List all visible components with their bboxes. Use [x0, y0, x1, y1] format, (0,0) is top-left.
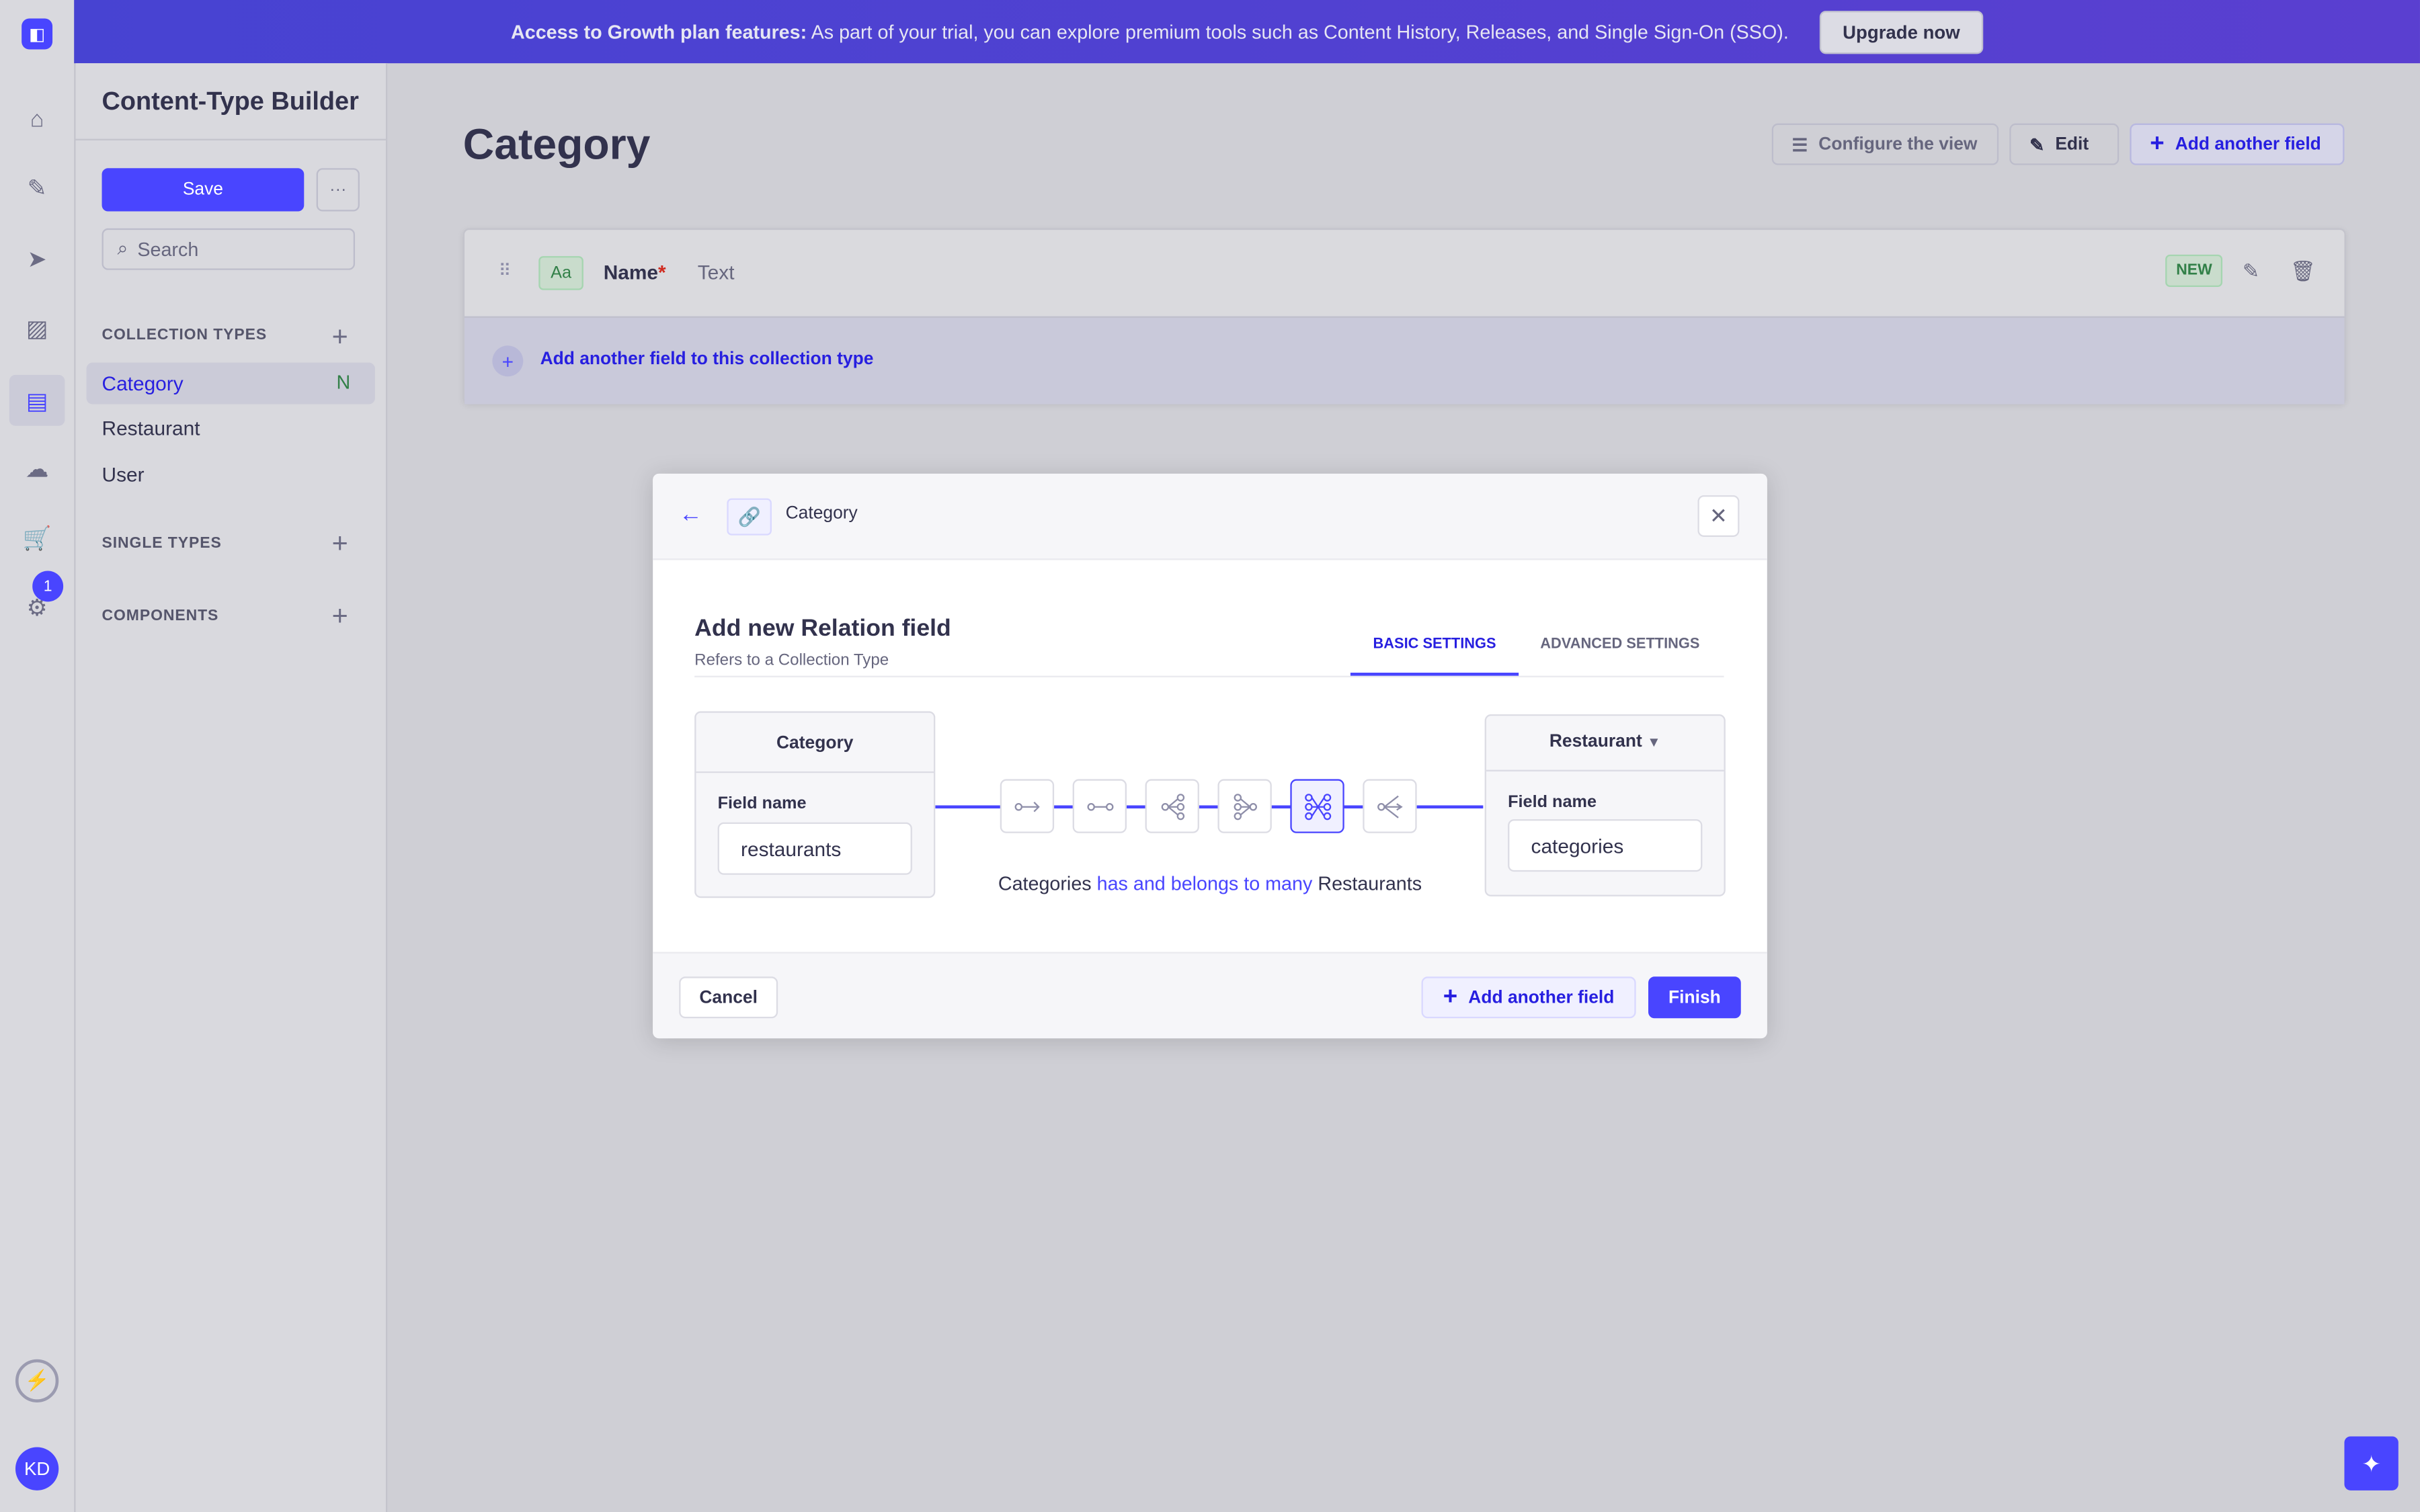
- tab-advanced-settings[interactable]: ADVANCED SETTINGS: [1540, 635, 1700, 653]
- home-icon[interactable]: ⌂: [30, 106, 44, 132]
- media-library-icon[interactable]: ▨: [26, 316, 48, 343]
- left-entity-name: Category: [696, 713, 934, 773]
- right-field-name-input[interactable]: categories: [1508, 819, 1703, 872]
- left-field-name-input[interactable]: restaurants: [717, 822, 912, 875]
- modal-add-another-field-button[interactable]: + Add another field: [1421, 976, 1636, 1019]
- target-entity-select[interactable]: Restaurant ▼: [1486, 716, 1724, 771]
- add-field-row[interactable]: + Add another field to this collection t…: [465, 316, 2345, 405]
- banner-title: Access to Growth plan features:: [511, 20, 807, 43]
- many-way-relation-icon[interactable]: [1363, 779, 1417, 833]
- configure-label: Configure the view: [1818, 134, 1978, 154]
- tab-basic-settings[interactable]: BASIC SETTINGS: [1350, 625, 1519, 676]
- fields-table: ⠿ Aa Name* Text NEW ✎ 🗑 + Add another fi…: [462, 228, 2346, 405]
- new-field-badge: NEW: [2165, 254, 2223, 288]
- add-collection-type-icon[interactable]: +: [331, 321, 348, 352]
- add-field-label: Add another field: [2175, 134, 2321, 154]
- finish-button[interactable]: Finish: [1648, 976, 1741, 1019]
- paper-plane-icon[interactable]: ➤: [27, 247, 47, 274]
- avatar[interactable]: KD: [15, 1447, 59, 1490]
- one-to-one-relation-icon[interactable]: [1072, 779, 1127, 833]
- lightning-icon[interactable]: ⚡: [15, 1359, 59, 1402]
- edit-label: Edit: [2055, 134, 2089, 154]
- content-type-builder-icon[interactable]: ▤: [9, 374, 65, 426]
- logo-icon[interactable]: ◧: [22, 18, 53, 50]
- field-name-label: Field name: [717, 794, 807, 813]
- caret-down-icon: ▼: [1647, 734, 1661, 750]
- text-field-icon: Aa: [538, 256, 583, 290]
- sidebar-item-user[interactable]: User: [102, 462, 145, 487]
- components-heading: COMPONENTS: [102, 607, 219, 625]
- right-entity-box: Restaurant ▼ Field name categories: [1484, 714, 1726, 896]
- add-single-type-icon[interactable]: +: [331, 528, 348, 559]
- relation-modal: ← 🔗 Category ✕ Add new Relation field Re…: [653, 473, 1767, 1039]
- sidebar-item-label: Category: [102, 372, 184, 395]
- content-type-sidebar: Content-Type Builder Save ··· ⌕ Search CO…: [75, 63, 388, 1512]
- search-placeholder: Search: [137, 238, 199, 260]
- field-name: Name*: [603, 261, 666, 284]
- plus-circle-icon: +: [492, 345, 524, 377]
- cancel-button[interactable]: Cancel: [679, 976, 778, 1019]
- one-way-relation-icon[interactable]: [1000, 779, 1055, 833]
- relation-line: [935, 805, 1484, 809]
- add-field-to-collection-link: Add another field to this collection typ…: [540, 350, 874, 369]
- ai-assistant-sparkle-icon[interactable]: ✦: [2344, 1436, 2398, 1490]
- plus-icon: +: [1443, 983, 1458, 1010]
- link-icon: 🔗: [727, 498, 772, 536]
- sidebar-item-category[interactable]: Category N: [86, 362, 375, 405]
- feather-icon[interactable]: ✎: [27, 175, 47, 202]
- many-to-one-relation-icon[interactable]: [1217, 779, 1272, 833]
- field-name-label: Field name: [1508, 793, 1597, 812]
- back-arrow-icon[interactable]: ←: [679, 501, 702, 528]
- breadcrumb: Category: [785, 504, 858, 523]
- new-badge: N: [336, 372, 351, 394]
- banner-text: As part of your trial, you can explore p…: [811, 20, 1789, 43]
- modal-title: Add new Relation field: [694, 616, 951, 642]
- field-type: Text: [697, 261, 735, 284]
- configure-view-button[interactable]: ☰ Configure the view: [1771, 123, 1999, 165]
- collection-types-heading: COLLECTION TYPES: [102, 327, 268, 344]
- trial-banner: Access to Growth plan features: As part …: [74, 0, 2420, 64]
- search-icon: ⌕: [117, 237, 128, 259]
- page-title: Category: [462, 120, 651, 169]
- sidebar-item-restaurant[interactable]: Restaurant: [102, 416, 200, 440]
- add-another-field-button[interactable]: + Add another field: [2130, 123, 2345, 165]
- save-button[interactable]: Save: [102, 168, 305, 212]
- nav-rail: ◧ ⌂ ✎ ➤ ▨ ▤ ☁ 🛒 ⚙ 1 ⚡ KD: [0, 0, 76, 1512]
- list-icon: ☰: [1791, 136, 1808, 155]
- close-icon[interactable]: ✕: [1697, 495, 1740, 537]
- notification-badge: 1: [32, 571, 64, 602]
- cloud-icon[interactable]: ☁: [25, 456, 49, 483]
- left-entity-box: Category Field name restaurants: [694, 711, 936, 898]
- add-component-icon[interactable]: +: [331, 600, 348, 632]
- relation-description: Categories has and belongs to many Resta…: [998, 873, 1422, 895]
- add-another-label: Add another field: [1468, 988, 1615, 1007]
- upgrade-now-button[interactable]: Upgrade now: [1819, 9, 1984, 54]
- more-button[interactable]: ···: [316, 168, 360, 212]
- many-to-many-relation-icon[interactable]: [1290, 779, 1344, 833]
- search-input[interactable]: ⌕ Search: [102, 228, 356, 270]
- pencil-icon: ✎: [2029, 136, 2045, 155]
- right-entity-name: Restaurant: [1549, 732, 1642, 752]
- edit-button[interactable]: ✎ Edit: [2009, 123, 2120, 165]
- one-to-many-relation-icon[interactable]: [1145, 779, 1199, 833]
- sidebar-title: Content-Type Builder: [102, 87, 359, 116]
- single-types-heading: SINGLE TYPES: [102, 535, 222, 552]
- drag-handle-icon[interactable]: ⠿: [498, 262, 512, 281]
- cart-icon[interactable]: 🛒: [22, 526, 52, 552]
- edit-field-icon[interactable]: ✎: [2242, 259, 2259, 283]
- plus-icon: +: [2150, 130, 2165, 157]
- delete-field-icon[interactable]: 🗑: [2290, 259, 2316, 283]
- modal-subtitle: Refers to a Collection Type: [694, 650, 889, 670]
